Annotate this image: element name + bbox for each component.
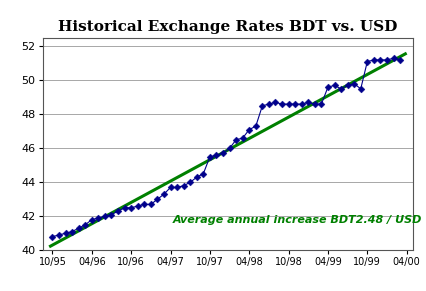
Title: Historical Exchange Rates BDT vs. USD: Historical Exchange Rates BDT vs. USD bbox=[58, 20, 397, 34]
Text: Average annual increase BDT2.48 / USD: Average annual increase BDT2.48 / USD bbox=[172, 215, 422, 225]
